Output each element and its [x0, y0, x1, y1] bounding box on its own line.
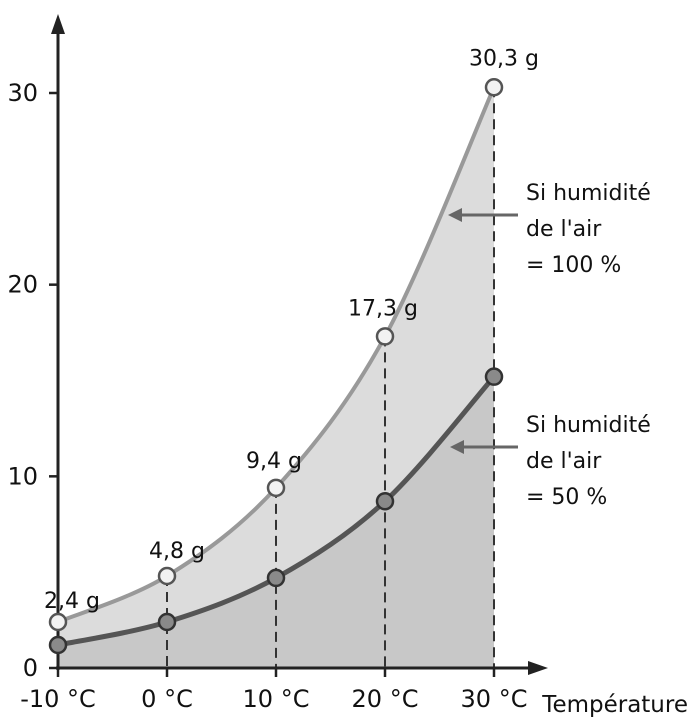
y-tick-label: 30 — [7, 79, 38, 107]
data-point-lower — [266, 568, 286, 588]
x-axis-arrow-icon — [528, 661, 548, 675]
annotation-text-line: = 100 % — [526, 253, 621, 278]
x-tick-label: 0 °C — [141, 685, 193, 713]
data-point-upper — [266, 478, 286, 498]
x-tick-label: -10 °C — [20, 685, 96, 713]
y-axis-arrow-icon — [51, 14, 65, 34]
data-label: 17,3 g — [348, 296, 418, 321]
data-point-lower — [375, 492, 395, 511]
annotation-arrow-icon — [450, 440, 464, 454]
y-tick-label: 0 — [23, 654, 38, 682]
x-tick-label: 20 °C — [352, 685, 419, 713]
annotation-text-line: = 50 % — [526, 485, 607, 510]
data-point-upper — [484, 78, 504, 97]
data-point-lower — [157, 612, 177, 632]
data-label: 2,4 g — [44, 589, 100, 614]
x-tick-label: 30 °C — [461, 685, 528, 713]
data-label: 4,8 g — [149, 539, 205, 564]
annotation-text-line: de l'air — [526, 449, 602, 474]
data-point-lower — [484, 367, 504, 386]
data-point-upper — [157, 566, 177, 586]
annotation-arrow-icon — [448, 208, 462, 222]
data-point-upper — [48, 612, 68, 632]
y-tick-label: 10 — [7, 462, 38, 490]
annotation-text-line: Si humidité — [526, 181, 651, 206]
x-axis-title: Température — [541, 692, 688, 718]
data-point-lower — [48, 635, 68, 655]
annotation-text-line: Si humidité — [526, 413, 651, 438]
annotation-text-line: de l'air — [526, 217, 602, 242]
series-line-upper — [57, 86, 496, 624]
data-point-upper — [375, 327, 395, 346]
data-label: 9,4 g — [246, 449, 302, 474]
y-tick-label: 20 — [7, 271, 38, 299]
x-tick-label: 10 °C — [243, 685, 310, 713]
data-label: 30,3 g — [469, 46, 539, 71]
